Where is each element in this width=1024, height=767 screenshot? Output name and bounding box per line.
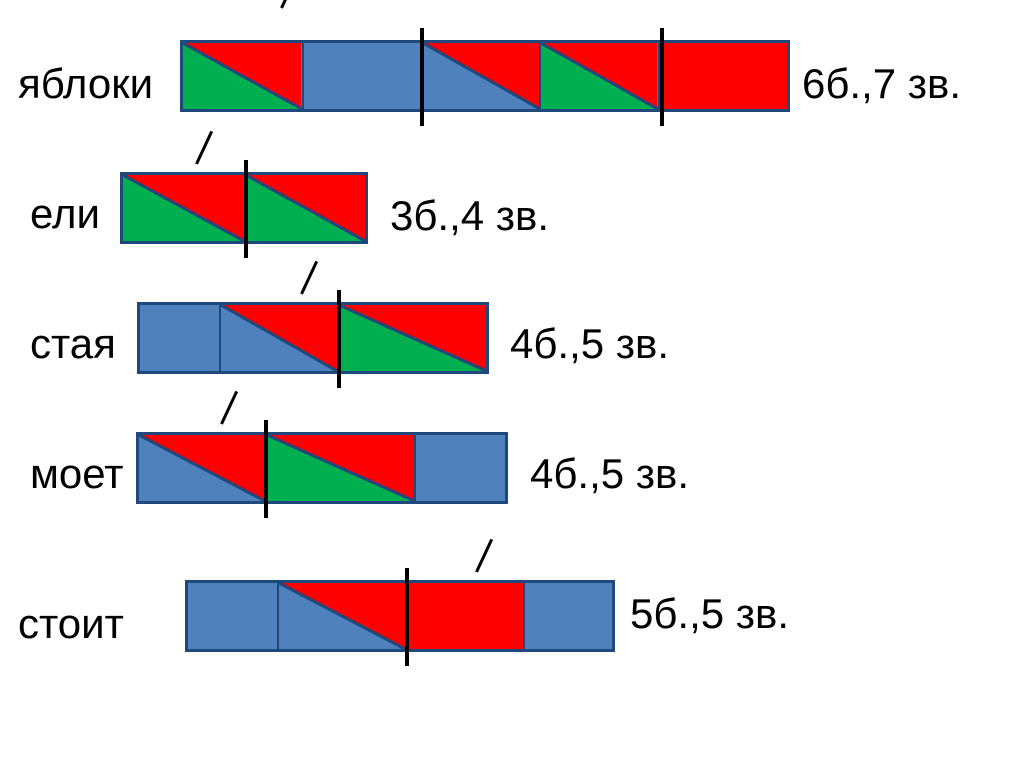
- scheme-cell: [414, 435, 505, 501]
- scheme-cell: [244, 175, 365, 241]
- count-label: 3б.,4 зв.: [390, 192, 549, 240]
- scheme-cell: [219, 305, 337, 371]
- stress-mark: [220, 391, 238, 425]
- syllable-divider: [660, 28, 664, 126]
- scheme-cell: [405, 583, 523, 649]
- count-label: 6б.,7 зв.: [802, 60, 961, 108]
- scheme-cell: [277, 583, 405, 649]
- scheme-cell: [337, 305, 486, 371]
- stress-mark: [300, 261, 318, 295]
- stress-mark: [280, 0, 299, 9]
- scheme-cell: [139, 435, 265, 501]
- scheme-cell: [188, 583, 277, 649]
- stress-mark: [195, 131, 213, 165]
- syllable-divider: [244, 160, 248, 258]
- syllable-divider: [264, 420, 268, 518]
- word-label: стая: [30, 320, 116, 368]
- stress-mark: [475, 539, 493, 573]
- phonetic-scheme: [137, 302, 489, 374]
- word-label: стоит: [18, 600, 124, 648]
- count-label: 5б.,5 зв.: [630, 590, 789, 638]
- scheme-cell: [123, 175, 244, 241]
- scheme-cell: [539, 43, 658, 109]
- scheme-cell: [183, 43, 302, 109]
- scheme-cell: [302, 43, 421, 109]
- scheme-cell: [658, 43, 787, 109]
- word-label: яблоки: [18, 60, 153, 108]
- count-label: 4б.,5 зв.: [510, 320, 669, 368]
- scheme-cell: [421, 43, 540, 109]
- count-label: 4б.,5 зв.: [530, 450, 689, 498]
- word-label: ели: [30, 190, 100, 238]
- scheme-cell: [523, 583, 612, 649]
- syllable-divider: [405, 568, 409, 666]
- scheme-cell: [265, 435, 415, 501]
- scheme-cell: [140, 305, 219, 371]
- phonetic-scheme: [180, 40, 790, 112]
- word-label: моет: [30, 450, 123, 498]
- syllable-divider: [337, 290, 341, 388]
- syllable-divider: [420, 28, 424, 126]
- phonetic-scheme: [136, 432, 508, 504]
- phonetic-scheme: [185, 580, 615, 652]
